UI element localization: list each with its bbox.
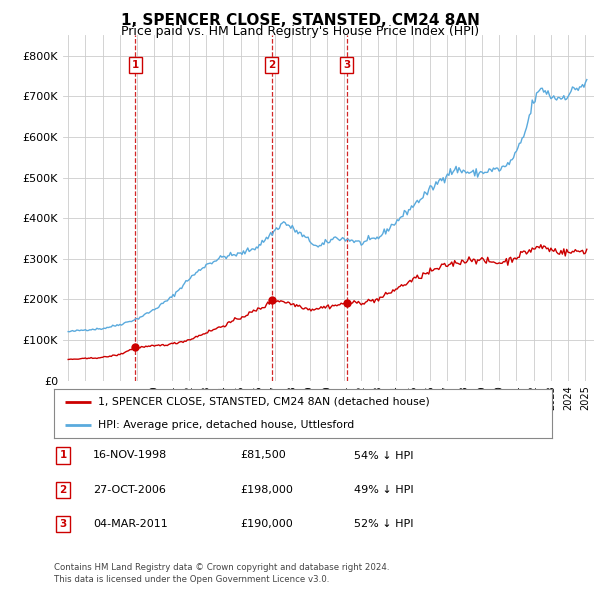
Text: 3: 3 — [59, 519, 67, 529]
Text: 16-NOV-1998: 16-NOV-1998 — [93, 451, 167, 460]
Text: 1: 1 — [59, 451, 67, 460]
Text: Price paid vs. HM Land Registry's House Price Index (HPI): Price paid vs. HM Land Registry's House … — [121, 25, 479, 38]
Text: 2: 2 — [59, 485, 67, 494]
Text: £190,000: £190,000 — [240, 519, 293, 529]
Text: Contains HM Land Registry data © Crown copyright and database right 2024.
This d: Contains HM Land Registry data © Crown c… — [54, 563, 389, 584]
Text: 3: 3 — [343, 60, 350, 70]
Text: 27-OCT-2006: 27-OCT-2006 — [93, 485, 166, 494]
Text: 54% ↓ HPI: 54% ↓ HPI — [354, 451, 413, 460]
Text: £198,000: £198,000 — [240, 485, 293, 494]
Text: 1, SPENCER CLOSE, STANSTED, CM24 8AN: 1, SPENCER CLOSE, STANSTED, CM24 8AN — [121, 13, 479, 28]
Text: 52% ↓ HPI: 52% ↓ HPI — [354, 519, 413, 529]
Text: 1: 1 — [131, 60, 139, 70]
Text: 1, SPENCER CLOSE, STANSTED, CM24 8AN (detached house): 1, SPENCER CLOSE, STANSTED, CM24 8AN (de… — [98, 397, 430, 407]
Text: HPI: Average price, detached house, Uttlesford: HPI: Average price, detached house, Uttl… — [98, 420, 354, 430]
Text: 04-MAR-2011: 04-MAR-2011 — [93, 519, 168, 529]
Text: 49% ↓ HPI: 49% ↓ HPI — [354, 485, 413, 494]
Text: 2: 2 — [268, 60, 275, 70]
Text: £81,500: £81,500 — [240, 451, 286, 460]
